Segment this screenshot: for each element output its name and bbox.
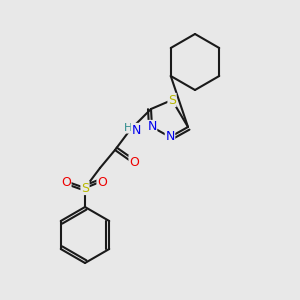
Text: N: N: [165, 130, 175, 143]
Text: S: S: [81, 182, 89, 194]
Text: O: O: [129, 155, 139, 169]
Text: N: N: [147, 121, 157, 134]
Text: S: S: [168, 94, 176, 106]
Text: O: O: [61, 176, 71, 188]
Text: O: O: [97, 176, 107, 188]
Text: N: N: [131, 124, 141, 136]
Text: H: H: [124, 123, 132, 133]
